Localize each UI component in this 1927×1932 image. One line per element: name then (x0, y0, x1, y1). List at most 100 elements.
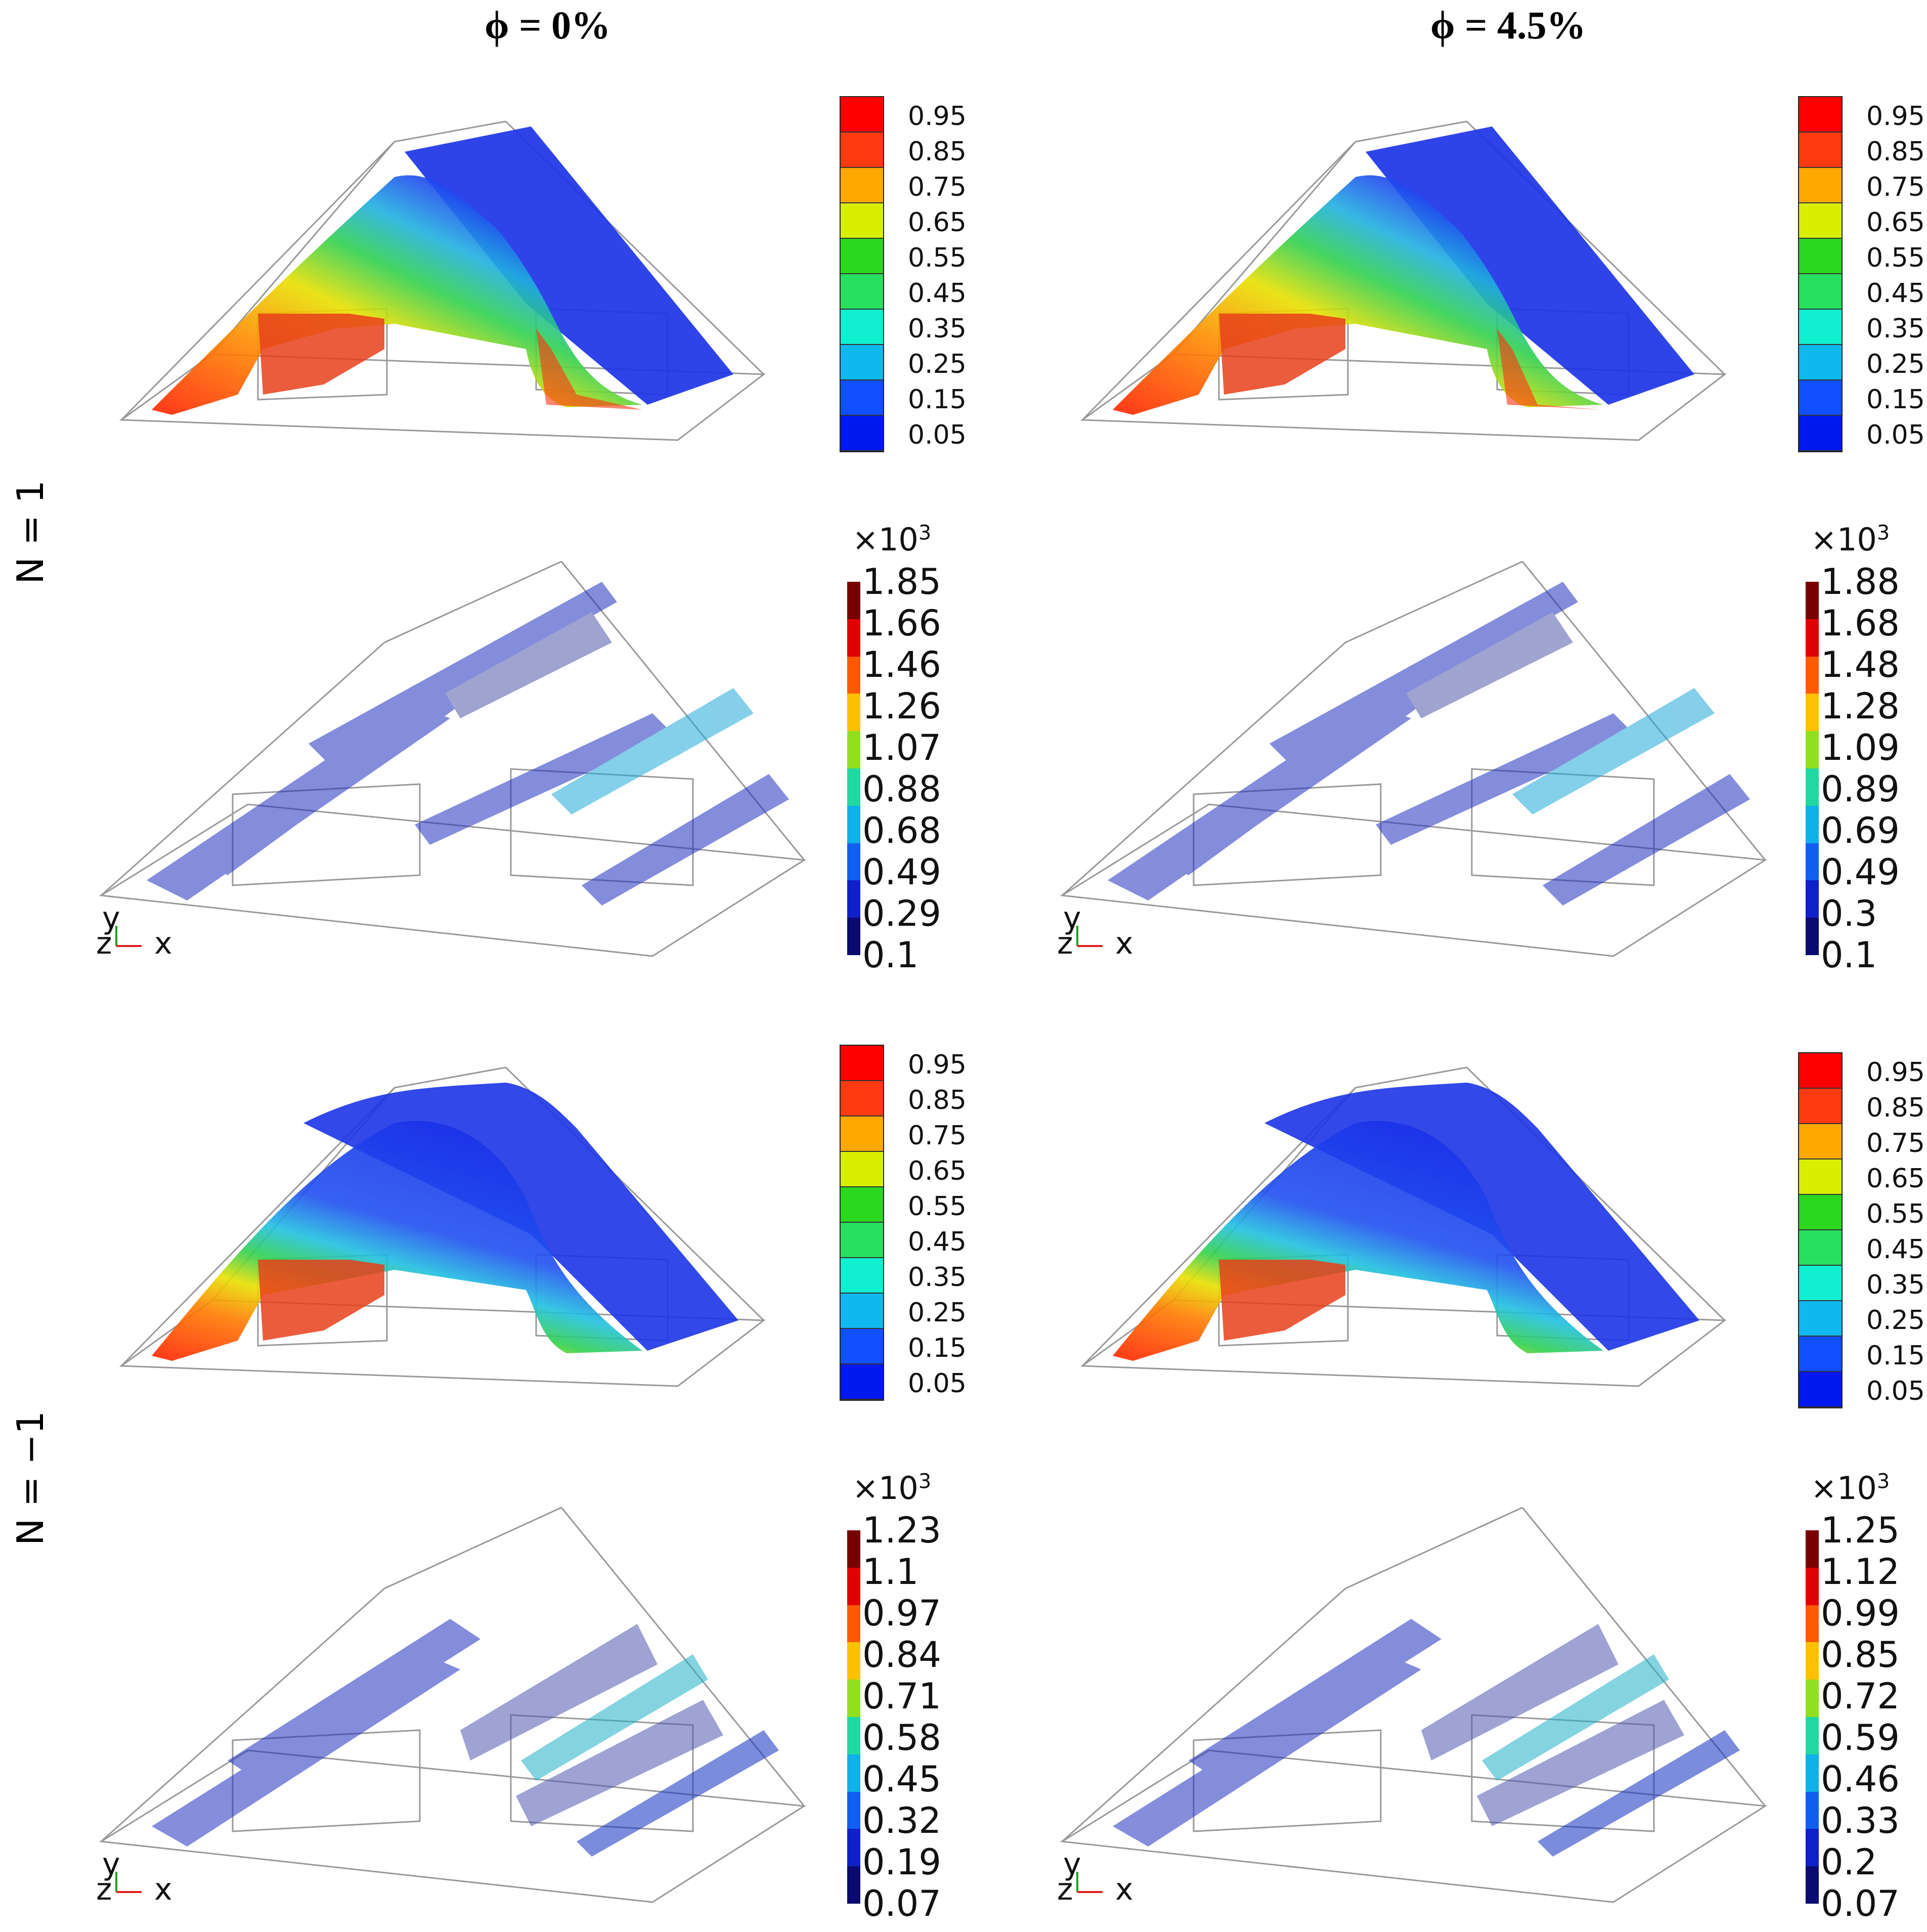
domain-box (1060, 561, 1768, 957)
colorbar-magnitude-n1-phi0: ×103 1.85 1.66 1.46 1.26 1.07 0.88 0.68 0.49 0.29… (847, 521, 979, 981)
colorbar-tick-label: 0.65 (1866, 207, 1925, 238)
colorbar-segment (1806, 656, 1819, 694)
colorbar-segment (1799, 97, 1842, 133)
colorbar-tick-label: 0.85 (1821, 1634, 1900, 1676)
colorbar-segment (841, 1258, 883, 1294)
colorbar-multiplier: ×103 (852, 521, 932, 558)
colorbar-tick-label: 1.26 (862, 685, 941, 727)
colorbar-segment (1799, 416, 1842, 451)
column-title-phi-0: ϕ = 0% (485, 3, 611, 47)
colorbar-tick-label: 0.65 (908, 207, 967, 238)
isosurface-plot-svg (99, 561, 807, 957)
colorbar-segment (1799, 1053, 1842, 1089)
colorbar-magnitude-n1-phi45: ×103 1.88 1.68 1.48 1.28 1.09 0.89 0.69 0.49 0.3 0… (1806, 521, 1927, 981)
colorbar-fraction-nm1-phi0: 0.95 0.85 0.75 0.65 0.55 0.45 0.35 0.25 0.15 0.05 (840, 1045, 1001, 1409)
colorbar-tick-label: 0.15 (1866, 384, 1925, 415)
colorbar-tick-label: 0.72 (1821, 1676, 1900, 1717)
colorbar-segment (1806, 1567, 1819, 1605)
colorbar-segment (847, 656, 860, 694)
colorbar-segment (1799, 380, 1842, 416)
tube-group-right (1421, 1624, 1740, 1857)
colorbar-segment (1799, 274, 1842, 310)
colorbar-tick-label: 0.05 (908, 1368, 967, 1399)
colorbar-tick-label: 1.48 (1821, 644, 1900, 685)
colorbar-segment (841, 239, 883, 274)
colorbar-tick-label: 0.88 (862, 768, 941, 810)
isosurface-plot-n1-phi45: y z x (1057, 551, 1775, 971)
colorbar-segment (847, 1754, 860, 1792)
colorbar-tick-label: 0.55 (908, 243, 967, 273)
colorbar-tick-label: 0.58 (862, 1717, 941, 1758)
colorbar-tick-label: 0.75 (1866, 1128, 1925, 1158)
colorbar-tick-label: 0.25 (908, 349, 967, 379)
colorbar-segment (1799, 1089, 1842, 1124)
axes-triad (115, 926, 142, 947)
colorbar-tick-label: 0.19 (862, 1841, 941, 1883)
colorbar-tick-label: 0.35 (908, 314, 967, 344)
colorbar-segment (1806, 805, 1819, 843)
colorbar-segment (847, 768, 860, 806)
colorbar-segment (1806, 843, 1819, 881)
tube-group-left (147, 582, 617, 900)
colorbar-tick-label: 0.89 (1821, 768, 1900, 810)
colorbar-segment (841, 1294, 883, 1329)
colorbar-segment (841, 1187, 883, 1223)
colorbar-segment (847, 918, 860, 955)
axis-label-x: x (1115, 926, 1133, 961)
isosurface-plot-svg (99, 1507, 807, 1903)
red-block (258, 1260, 384, 1341)
surface-plot-svg (1080, 1066, 1727, 1387)
axis-label-y: y (102, 900, 120, 936)
red-block (1219, 314, 1345, 395)
colorbar-tick-label: 0.46 (1821, 1758, 1900, 1800)
gradient-region (1113, 175, 1603, 415)
colorbar-segment (1806, 1866, 1819, 1904)
colorbar-segment (1806, 731, 1819, 768)
colorbar-segment (1799, 239, 1842, 274)
colorbar-tick-label: 0.95 (908, 101, 967, 132)
colorbar-segment (847, 694, 860, 732)
surface-plot-nm1-phi45 (1072, 1057, 1750, 1401)
colorbar-tick-label: 0.69 (1821, 810, 1900, 851)
colorbar-tick-label: 1.46 (862, 644, 941, 685)
axis-label-y: y (102, 1847, 120, 1882)
colorbar-tick-label: 0.15 (908, 1333, 967, 1363)
colorbar-segment (1806, 1605, 1819, 1643)
colorbar-tick-label: 0.25 (1866, 1305, 1925, 1336)
tube-group-left (1108, 582, 1578, 900)
colorbar-segment (1806, 619, 1819, 657)
colorbar-segment (847, 582, 860, 619)
colorbar-tick-label: 0.45 (908, 1227, 967, 1257)
colorbar-segment (847, 1680, 860, 1717)
colorbar-segment (1806, 880, 1819, 918)
colorbar-segment (1806, 1791, 1819, 1829)
colorbar-segment (1806, 1642, 1819, 1680)
tube-group-left (152, 1619, 480, 1847)
colorbar-segment (1806, 1680, 1819, 1717)
axes-triad (115, 1872, 142, 1893)
colorbar-segment (1799, 1230, 1842, 1266)
colorbar-segment (1799, 1195, 1842, 1230)
colorbar-tick-label: 0.55 (908, 1191, 967, 1222)
colorbar-tick-label: 0.55 (1866, 243, 1925, 273)
colorbar-tick-label: 1.12 (1821, 1551, 1900, 1593)
tube-group-right (1376, 688, 1750, 906)
tube-group-left (1113, 1619, 1441, 1847)
colorbar-tick-label: 1.09 (1821, 727, 1900, 768)
surface-plot-svg (1080, 120, 1727, 441)
colorbar-multiplier: ×103 (1811, 1470, 1890, 1507)
colorbar-tick-label: 0.35 (908, 1262, 967, 1293)
colorbar-segment (841, 97, 883, 133)
colorbar-segment (1799, 203, 1842, 239)
colorbar-tick-label: 0.3 (1821, 893, 1877, 934)
colorbar-segment (847, 805, 860, 843)
colorbar-segment (1799, 310, 1842, 345)
colorbar-segment (841, 1223, 883, 1258)
axis-label-x: x (154, 1872, 172, 1907)
colorbar-tick-label: 0.35 (1866, 314, 1925, 344)
colorbar-tick-label: 0.45 (908, 278, 967, 309)
colorbar-segment (1799, 1266, 1842, 1301)
colorbar-tick-label: 0.99 (1821, 1593, 1900, 1634)
colorbar-segment (847, 1791, 860, 1829)
colorbar-tick-label: 0.29 (862, 893, 941, 934)
